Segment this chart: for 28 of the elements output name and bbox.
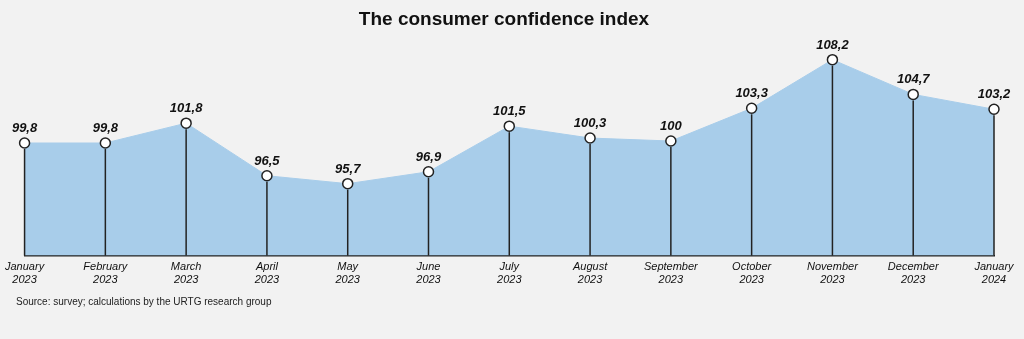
data-label: 101,5 (493, 103, 527, 119)
data-label: 103,3 (735, 85, 769, 101)
annotation: Source: survey; calculations by the URTG research group (16, 296, 272, 307)
x-tick-label: December 2023 (887, 260, 940, 286)
chart-title: The consumer confidence index (358, 7, 650, 29)
data-label: 95,7 (335, 160, 362, 176)
data-label: 104,7 (896, 71, 931, 87)
data-label: 96,9 (415, 148, 442, 164)
x-tick-label: March 2023 (170, 260, 202, 286)
x-tick-label: June 2023 (415, 260, 442, 286)
data-label: 101,8 (169, 100, 204, 116)
x-tick-label: July 2023 (496, 260, 523, 286)
x-tick-label: September 2023 (643, 260, 700, 286)
x-tick-label: February 2023 (83, 260, 129, 286)
data-label: 99,8 (92, 120, 119, 136)
x-tick-label: May 2023 (334, 260, 361, 286)
x-tick-label: October 2023 (732, 260, 773, 286)
data-label: 99,8 (11, 120, 38, 136)
data-label: 100 (660, 118, 683, 134)
x-tick-label: January 2024 (973, 260, 1016, 286)
x-tick-label: January 2023 (4, 260, 46, 286)
x-tick-label: August 2023 (571, 260, 609, 286)
data-label: 108,2 (816, 36, 850, 52)
x-tick-label: April 2023 (253, 260, 281, 286)
data-label: 100,3 (573, 115, 608, 131)
x-tick-label: November 2023 (807, 260, 860, 286)
data-label: 103,2 (977, 86, 1012, 102)
data-label: 96,5 (254, 152, 281, 168)
